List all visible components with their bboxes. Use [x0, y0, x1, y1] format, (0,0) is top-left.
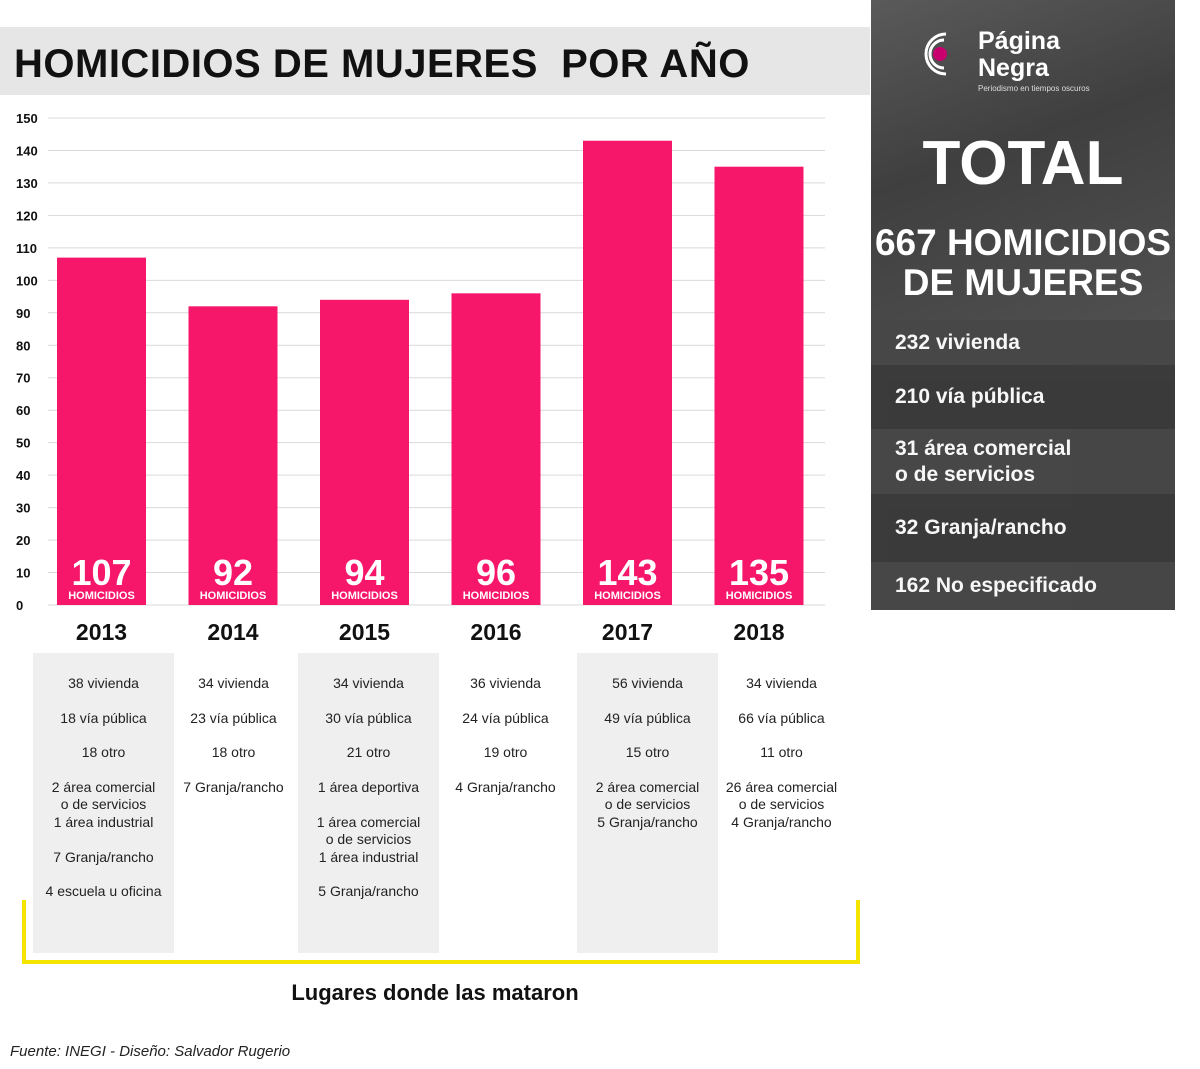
locations-bracket [22, 900, 860, 964]
bar-value-label: 135 [729, 552, 789, 593]
y-tick-label: 150 [16, 111, 38, 126]
x-category-label: 2017 [602, 619, 653, 645]
bar-value-label: 143 [597, 552, 657, 593]
bar-unit-label: HOMICIDIOS [726, 590, 793, 602]
bar-value-label: 94 [344, 552, 384, 593]
location-item: 30 vía pública [325, 709, 412, 726]
location-item: 4 Granja/rancho [455, 779, 556, 796]
x-category-label: 2013 [76, 619, 127, 645]
logo-wordmark: Página Negra [978, 28, 1060, 82]
location-item: 18 otro [211, 744, 256, 761]
bar-unit-label: HOMICIDIOS [68, 590, 135, 602]
summary-category-row: 32 Granja/rancho [871, 494, 1175, 562]
location-item: 15 otro [625, 744, 670, 761]
location-item: 18 vía pública [60, 709, 147, 726]
y-tick-label: 80 [16, 338, 30, 353]
y-tick-label: 10 [16, 566, 30, 581]
y-tick-label: 110 [16, 241, 37, 256]
x-category-label: 2018 [733, 619, 784, 645]
y-tick-label: 30 [16, 501, 30, 516]
location-item: 7 Granja/rancho [183, 779, 284, 796]
location-item: 38 vivienda [68, 675, 139, 691]
location-item: 1 área industrial [318, 848, 419, 865]
summary-panel: Página Negra Periodismo en tiempos oscur… [871, 0, 1175, 610]
location-item: 4 escuela u oficina [45, 883, 162, 900]
location-item: 18 otro [81, 744, 126, 761]
location-item: 5 Granja/rancho [318, 883, 419, 900]
location-item: 5 Granja/rancho [597, 813, 698, 830]
location-item: 19 otro [483, 744, 528, 761]
bar [451, 293, 541, 605]
location-item: 23 vía pública [190, 709, 277, 726]
bar-unit-label: HOMICIDIOS [200, 590, 267, 602]
x-category-label: 2014 [207, 619, 258, 645]
location-item: 24 vía pública [462, 709, 549, 726]
location-item: 56 vivienda [612, 675, 683, 691]
y-tick-label: 20 [16, 533, 30, 548]
pagina-negra-logo-icon [924, 32, 947, 76]
location-item: 34 vivienda [333, 675, 404, 691]
bar-value-label: 107 [71, 552, 131, 593]
y-tick-label: 140 [16, 143, 38, 158]
location-item: 1 área deportiva [317, 779, 420, 796]
y-tick-label: 70 [16, 371, 30, 386]
y-tick-label: 0 [16, 598, 23, 613]
y-tick-label: 90 [16, 306, 30, 321]
location-item: 1 área comercial o de servicios [316, 813, 421, 847]
y-tick-label: 130 [16, 176, 38, 191]
summary-category-row: 232 vivienda [871, 320, 1175, 365]
bar [714, 166, 804, 605]
bar-value-label: 92 [213, 552, 253, 593]
locations-caption: Lugares donde las mataron [291, 980, 579, 1005]
location-item: 36 vivienda [470, 675, 541, 691]
location-column-background [577, 653, 718, 953]
source-note: Fuente: INEGI - Diseño: Salvador Rugerio [10, 1043, 291, 1060]
bar [320, 299, 409, 605]
summary-category-row: 162 No especificado [871, 562, 1175, 610]
x-category-label: 2015 [339, 619, 390, 645]
bar [583, 140, 672, 605]
title-band [0, 27, 870, 95]
bar-unit-label: HOMICIDIOS [463, 590, 530, 602]
y-tick-label: 60 [16, 403, 30, 418]
page-title: HOMICIDIOS DE MUJERES POR AÑO [14, 42, 750, 86]
summary-category-row: 31 área comercial o de servicios [871, 429, 1175, 494]
bar-unit-label: HOMICIDIOS [331, 590, 398, 602]
location-item: 66 vía pública [738, 709, 825, 726]
location-item: 49 vía pública [604, 709, 691, 726]
bar-value-label: 96 [476, 552, 516, 593]
total-count-line-2: DE MUJERES [902, 262, 1144, 303]
y-tick-label: 50 [16, 436, 30, 451]
x-category-label: 2016 [470, 619, 521, 645]
panel-background-photo [871, 0, 1175, 320]
location-item: 2 área comercial o de servicios [595, 779, 700, 813]
bar [188, 306, 278, 605]
location-item: 26 área comercial o de servicios [725, 779, 838, 813]
y-tick-label: 40 [16, 468, 30, 483]
location-item: 4 Granja/rancho [731, 813, 832, 830]
location-item: 2 área comercial o de servicios [51, 779, 156, 813]
location-item: 34 vivienda [198, 675, 269, 691]
bar [57, 257, 146, 605]
total-count-line-1: 667 HOMICIDIOS [874, 222, 1172, 263]
y-tick-label: 100 [16, 273, 38, 288]
total-count: 667 HOMICIDIOS DE MUJERES [871, 223, 1175, 303]
logo-line-1: Página [978, 27, 1060, 55]
location-item: 34 vivienda [746, 675, 817, 691]
location-column-background [33, 653, 174, 953]
location-item: 21 otro [346, 744, 391, 761]
location-column-background [298, 653, 439, 953]
location-item: 11 otro [760, 744, 803, 761]
total-label: TOTAL [922, 129, 1124, 198]
location-item: 7 Granja/rancho [53, 848, 154, 865]
y-tick-label: 120 [16, 208, 38, 223]
logo-line-2: Negra [978, 54, 1049, 82]
logo-tagline: Periodismo en tiempos oscuros [978, 84, 1090, 93]
summary-category-row: 210 vía pública [871, 365, 1175, 429]
location-item: 1 área industrial [53, 813, 154, 830]
bar-unit-label: HOMICIDIOS [594, 590, 661, 602]
bar-chart: 0 10 20 30 40 50 60 70 80 90 100 110 120 130 140 150 107… [16, 111, 825, 645]
